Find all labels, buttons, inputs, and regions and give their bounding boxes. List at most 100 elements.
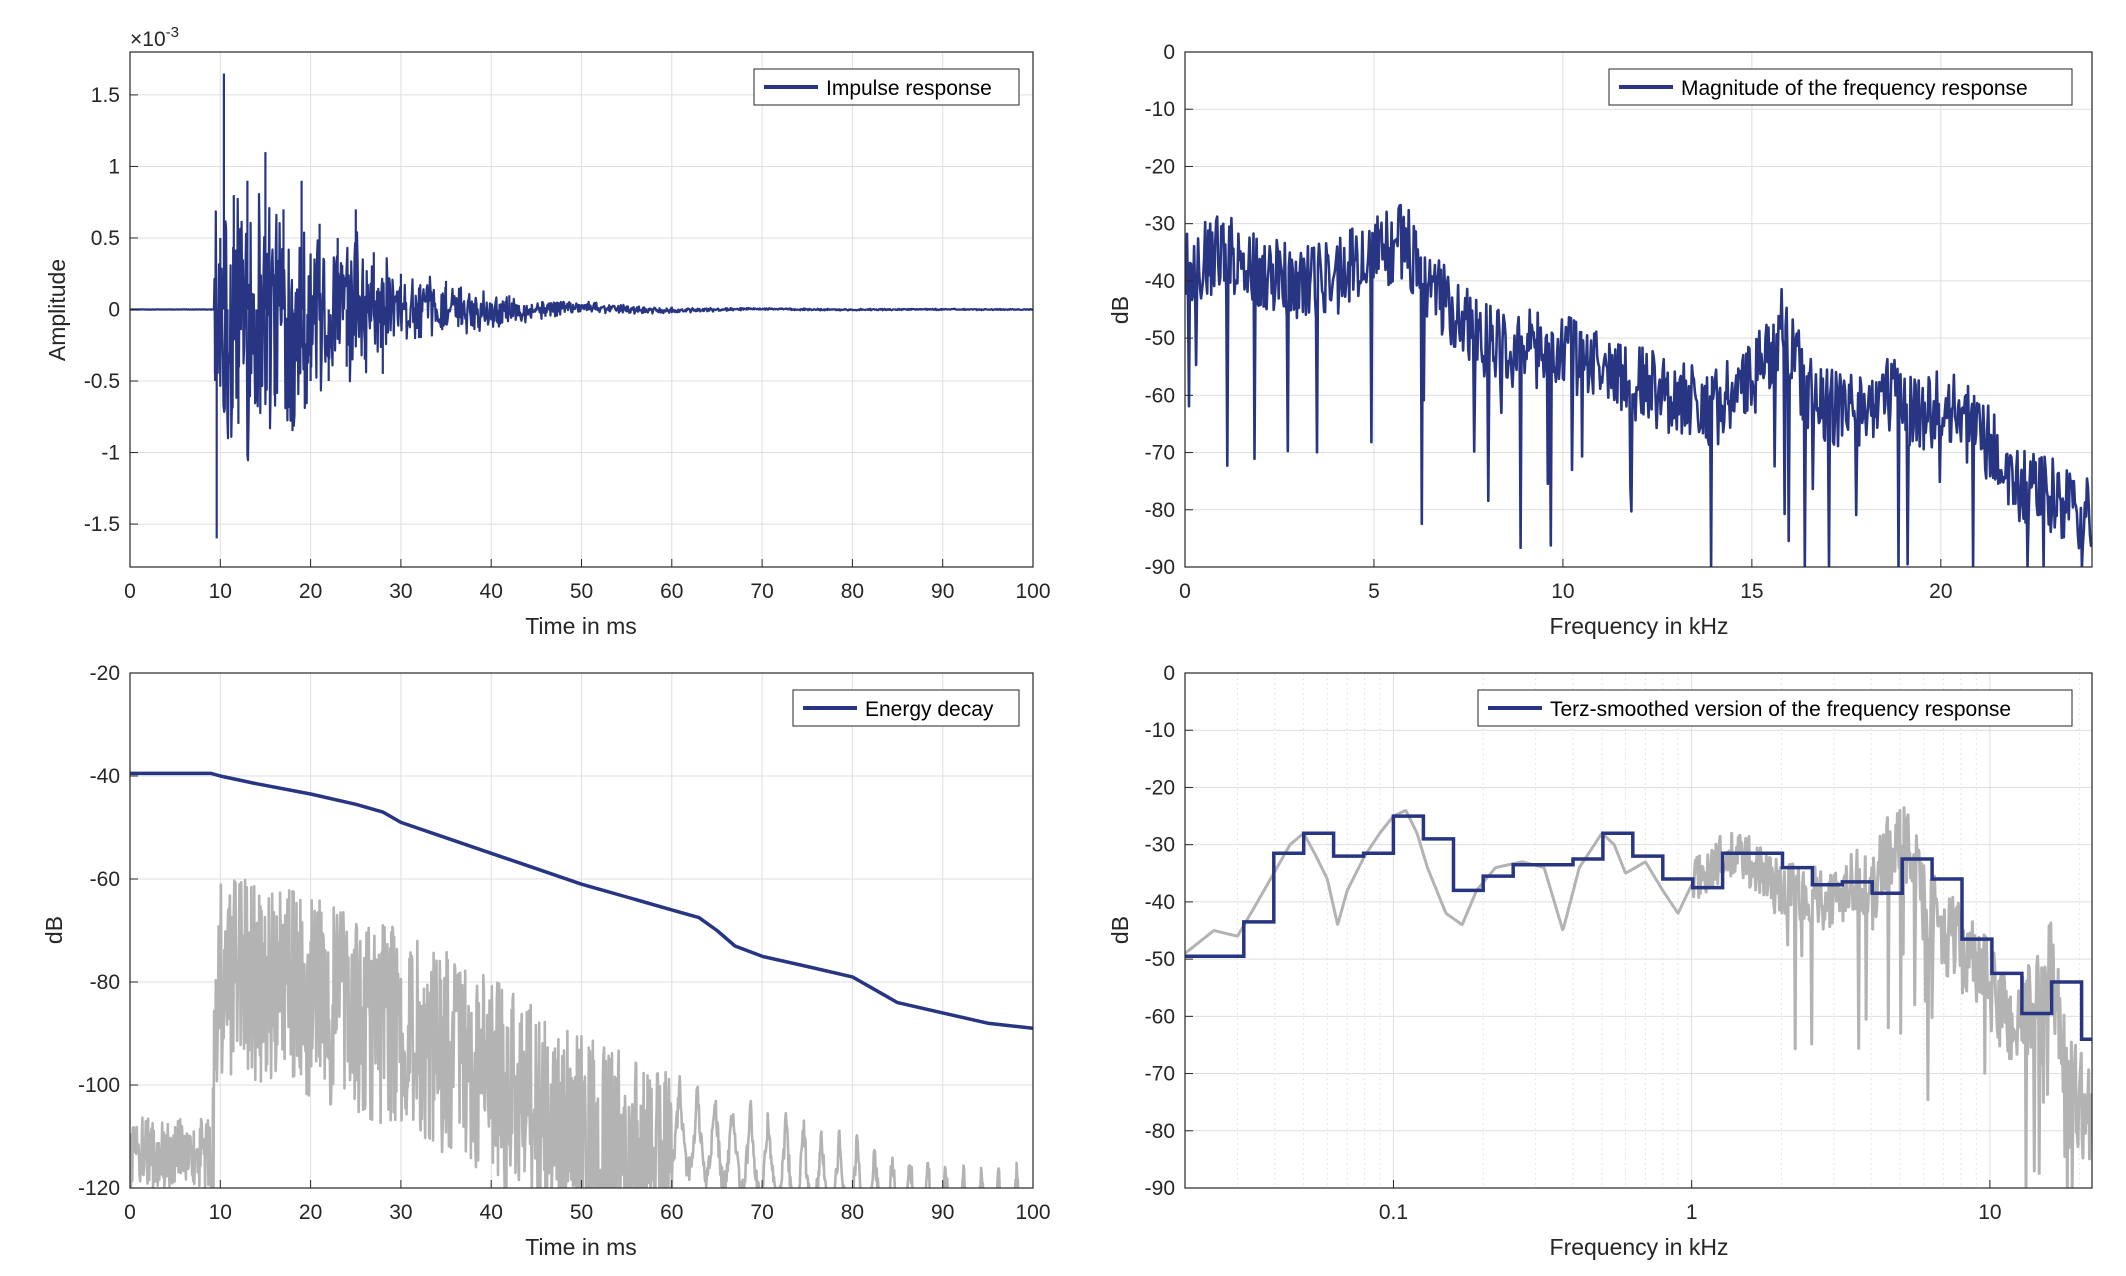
- x-tick-label: 20: [299, 1201, 322, 1224]
- terz-axes-frame: [1184, 672, 2093, 1189]
- y-tick-label: -40: [1145, 891, 1175, 914]
- y-tick-label: -30: [1145, 834, 1175, 857]
- x-tick-label: 15: [1740, 580, 1763, 603]
- x-tick-label: 70: [750, 1201, 773, 1224]
- energy-y-axis-label: dB: [41, 916, 67, 944]
- terz-smoothed-chart: 0.1 1 10 0 -10 -20 -30 -40 -50 -60 -70 -80 -90 Frequ…: [1107, 662, 2093, 1260]
- y-tick-label: -90: [1145, 556, 1175, 579]
- y-tick-label: -70: [1145, 1063, 1175, 1086]
- y-tick-label: -80: [1145, 499, 1175, 522]
- x-tick-label: 0: [124, 1201, 136, 1224]
- terz-tick-labels: 0.1 1 10 0 -10 -20 -30 -40 -50 -60 -70 -80 -90: [1145, 662, 2002, 1224]
- x-tick-label: 1: [1686, 1201, 1698, 1224]
- y-tick-label: -0.5: [84, 370, 120, 393]
- unsmoothed-response-line: [1185, 806, 2092, 1188]
- x-tick-label: 40: [480, 1201, 503, 1224]
- impulse-tick-labels: 0 10 20 30 40 50 60 70 80 90 100 -1.5 -1 -0.5 0 0.5 1 1.5: [84, 84, 1051, 603]
- y-tick-label: -80: [90, 971, 120, 994]
- y-tick-label: -120: [78, 1177, 120, 1200]
- magnitude-x-axis-label: Frequency in kHz: [1550, 613, 1729, 639]
- y-tick-label: 1.5: [91, 84, 120, 107]
- magnitude-legend: Magnitude of the frequency response: [1608, 68, 2073, 106]
- magnitude-legend-label: Magnitude of the frequency response: [1681, 77, 2028, 100]
- y-tick-label: 0: [108, 299, 120, 322]
- energy-tick-labels: 0 10 20 30 40 50 60 70 80 90 100 -20 -40 -60 -80 -100 -1…: [78, 662, 1051, 1224]
- magnitude-grid: [1184, 51, 2092, 568]
- y-tick-label: -60: [1145, 384, 1175, 407]
- y-tick-label: -10: [1145, 98, 1175, 121]
- y-tick-label: 0: [1163, 41, 1175, 64]
- magnitude-tick-labels: 0 5 10 15 20 0 -10 -20 -30 -40 -50 -60 -70 -80 -90: [1145, 41, 1953, 603]
- squared-impulse-line: [130, 878, 1020, 1188]
- x-tick-label: 20: [1929, 580, 1952, 603]
- x-tick-label: 50: [570, 580, 593, 603]
- magnitude-plot-area: [1185, 203, 2092, 567]
- y-tick-label: -20: [1145, 776, 1175, 799]
- x-tick-label: 80: [841, 1201, 864, 1224]
- x-tick-label: 90: [931, 580, 954, 603]
- x-tick-label: 50: [570, 1201, 593, 1224]
- terz-plot-area: [1185, 806, 2092, 1188]
- impulse-response-line: [130, 73, 1033, 539]
- x-tick-label: 5: [1368, 580, 1380, 603]
- impulse-x-axis-label: Time in ms: [525, 613, 637, 639]
- y-tick-label: 0.5: [91, 227, 120, 250]
- x-tick-label: 0: [124, 580, 136, 603]
- y-tick-label: -10: [1145, 719, 1175, 742]
- impulse-exponent-label: ×10-3: [130, 24, 179, 51]
- x-tick-label: 80: [841, 580, 864, 603]
- y-tick-label: -80: [1145, 1120, 1175, 1143]
- y-tick-label: -60: [90, 868, 120, 891]
- x-tick-label: 30: [389, 580, 412, 603]
- terz-legend: Terz-smoothed version of the frequency r…: [1477, 689, 2073, 727]
- x-tick-label: 10: [209, 1201, 232, 1224]
- y-tick-label: -100: [78, 1074, 120, 1097]
- x-tick-label: 40: [480, 580, 503, 603]
- y-tick-label: -1.5: [84, 513, 120, 536]
- terz-y-axis-label: dB: [1107, 916, 1133, 944]
- magnitude-response-line: [1185, 203, 2092, 567]
- x-tick-label: 0.1: [1379, 1201, 1408, 1224]
- energy-decay-line: [130, 771, 1033, 1031]
- energy-legend-label: Energy decay: [865, 698, 994, 721]
- y-tick-label: 1: [108, 155, 120, 178]
- y-tick-label: -70: [1145, 442, 1175, 465]
- y-tick-label: -30: [1145, 213, 1175, 236]
- x-tick-label: 70: [750, 580, 773, 603]
- y-tick-label: -20: [90, 662, 120, 685]
- energy-x-axis-label: Time in ms: [525, 1234, 637, 1260]
- energy-plot-area: [130, 771, 1033, 1188]
- terz-legend-label: Terz-smoothed version of the frequency r…: [1550, 698, 2011, 721]
- x-tick-label: 10: [1978, 1201, 2001, 1224]
- x-tick-label: 100: [1015, 1201, 1050, 1224]
- terz-smoothed-line: [1185, 814, 2092, 1041]
- y-tick-label: 0: [1163, 662, 1175, 685]
- y-tick-label: -50: [1145, 948, 1175, 971]
- y-tick-label: -90: [1145, 1177, 1175, 1200]
- y-tick-label: -20: [1145, 155, 1175, 178]
- x-tick-label: 90: [931, 1201, 954, 1224]
- magnitude-y-axis-label: dB: [1107, 296, 1133, 324]
- energy-legend: Energy decay: [792, 689, 1020, 727]
- impulse-response-chart: 0 10 20 30 40 50 60 70 80 90 100 -1.5 -1 -0.5 0 0.5 1 1.5…: [44, 24, 1051, 639]
- x-tick-label: 20: [299, 580, 322, 603]
- x-tick-label: 60: [660, 580, 683, 603]
- x-tick-label: 10: [1551, 580, 1574, 603]
- y-tick-label: -60: [1145, 1005, 1175, 1028]
- y-tick-label: -40: [1145, 270, 1175, 293]
- x-tick-label: 10: [209, 580, 232, 603]
- terz-x-axis-label: Frequency in kHz: [1550, 1234, 1729, 1260]
- impulse-plot-area: [130, 73, 1033, 539]
- impulse-legend-label: Impulse response: [826, 77, 992, 100]
- y-tick-label: -50: [1145, 327, 1175, 350]
- energy-decay-chart: 0 10 20 30 40 50 60 70 80 90 100 -20 -40 -60 -80 -100 -1…: [41, 662, 1051, 1260]
- x-tick-label: 30: [389, 1201, 412, 1224]
- x-tick-label: 100: [1015, 580, 1050, 603]
- x-tick-label: 60: [660, 1201, 683, 1224]
- impulse-legend: Impulse response: [753, 68, 1020, 106]
- magnitude-axes-frame: [1184, 51, 2093, 568]
- magnitude-response-chart: 0 5 10 15 20 0 -10 -20 -30 -40 -50 -60 -70 -80 -90 Fre…: [1107, 41, 2093, 639]
- impulse-y-axis-label: Amplitude: [44, 259, 70, 361]
- y-tick-label: -40: [90, 765, 120, 788]
